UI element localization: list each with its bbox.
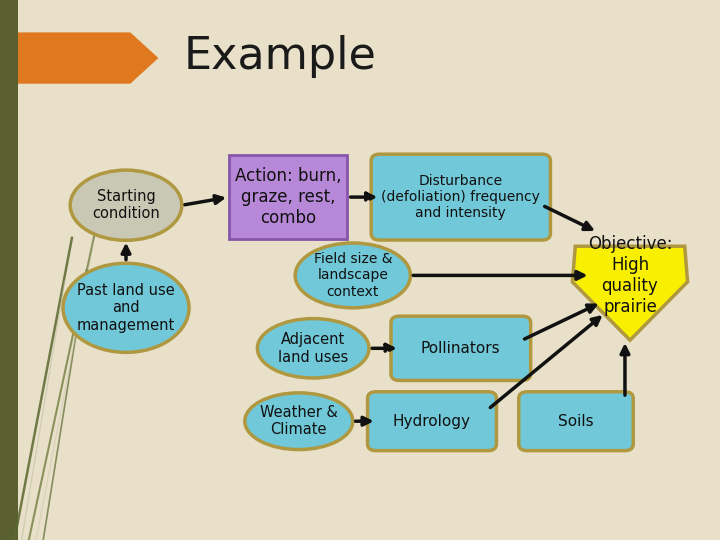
FancyBboxPatch shape [518, 392, 634, 450]
Text: Hydrology: Hydrology [393, 414, 471, 429]
Text: Soils: Soils [558, 414, 594, 429]
Text: Starting
condition: Starting condition [92, 189, 160, 221]
Text: Field size &
landscape
context: Field size & landscape context [313, 252, 392, 299]
Text: Disturbance
(defoliation) frequency
and intensity: Disturbance (defoliation) frequency and … [382, 174, 540, 220]
Polygon shape [572, 246, 688, 340]
Text: Objective:
High
quality
prairie: Objective: High quality prairie [588, 235, 672, 315]
Text: Weather &
Climate: Weather & Climate [260, 405, 338, 437]
Bar [0, 0, 18, 540]
Ellipse shape [63, 263, 189, 353]
FancyBboxPatch shape [229, 156, 348, 239]
Text: Pollinators: Pollinators [421, 341, 500, 356]
Text: Past land use
and
management: Past land use and management [77, 283, 175, 333]
Ellipse shape [295, 243, 410, 308]
Text: Example: Example [184, 35, 377, 78]
FancyBboxPatch shape [391, 316, 531, 380]
Ellipse shape [70, 170, 181, 240]
Polygon shape [18, 32, 158, 84]
FancyBboxPatch shape [372, 154, 550, 240]
Ellipse shape [258, 319, 369, 378]
FancyBboxPatch shape [367, 392, 497, 450]
Text: Action: burn,
graze, rest,
combo: Action: burn, graze, rest, combo [235, 167, 341, 227]
Text: Adjacent
land uses: Adjacent land uses [278, 332, 348, 365]
Ellipse shape [245, 393, 353, 449]
